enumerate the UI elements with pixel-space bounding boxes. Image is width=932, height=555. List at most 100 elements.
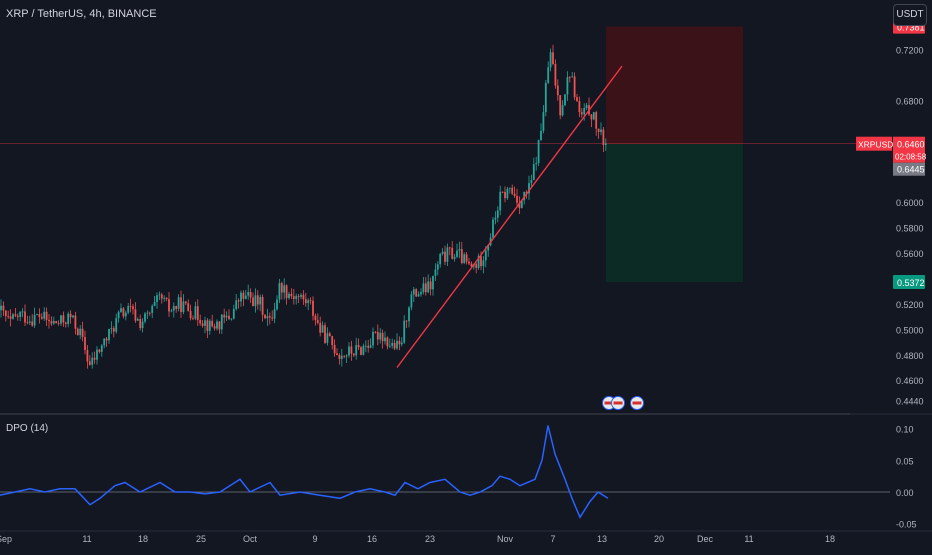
candle [31,314,34,327]
candle-body [132,306,134,310]
candle [468,257,470,266]
candle [559,95,562,120]
candle [398,336,401,351]
candle-body [208,320,211,331]
candle-body [74,315,77,329]
candle-body [444,251,446,262]
price-tick-label: 0.5800 [896,224,924,234]
price-tick-label: 0.6800 [896,96,924,106]
bid-price-tag-bg [893,162,925,176]
candle [14,307,17,318]
candle [180,290,182,318]
candle [175,305,178,313]
candle-body [566,77,569,95]
candle-body [372,331,374,346]
candle [172,302,175,318]
candle-body [602,129,605,146]
candle [74,311,77,335]
candle [136,317,139,321]
time-tick-label: 9 [312,534,317,544]
candle-body [19,311,22,317]
candle [319,316,322,337]
candle-body [141,321,144,328]
trendline [396,65,623,368]
candle-body [64,322,67,325]
candle-body [302,294,305,300]
candle-body [148,312,151,314]
candle-body [600,129,602,133]
time-tick-label: 25 [196,534,206,544]
candle [153,296,156,307]
candle [88,355,91,366]
countdown-text: 02:08:58 [895,153,927,162]
candle [52,316,55,325]
candle [580,108,583,118]
candle-body [206,320,209,331]
candle-body [57,323,60,324]
candle-body [67,313,70,325]
candle [240,290,242,307]
candle [350,340,353,361]
candle-body [384,337,386,342]
candle-body [513,193,516,196]
candle [511,184,514,196]
candle-body [506,188,509,199]
candle-body [230,318,233,320]
candle-body [86,350,89,362]
candle [55,320,58,324]
candle-body [552,52,554,65]
candle-body [204,320,206,326]
candle-body [220,314,223,330]
candle [43,307,46,322]
candle-body [590,114,593,120]
candle-body [379,332,382,340]
candle [590,113,593,128]
candle [355,337,358,360]
candle [57,320,60,326]
candle [36,313,38,316]
candle-body [223,314,226,318]
candle-body [580,112,583,115]
candle-body [31,321,34,326]
currency-button[interactable]: USDT [893,4,927,26]
event-flags [602,396,644,410]
dpo-tick-label: -0.05 [896,520,917,530]
candle [475,261,478,274]
candle [28,315,31,325]
candle [0,299,2,318]
candle [24,304,26,327]
candle-body [244,295,247,299]
candle [194,301,197,321]
candle [595,110,598,136]
candle-body [458,249,461,251]
candle-body [398,340,401,345]
time-tick-label: Nov [497,534,514,544]
candle-body [415,289,418,297]
candle-body [7,316,10,317]
candle-body [333,345,336,354]
candle-body [475,264,478,268]
candle-body [537,140,540,164]
candle [508,187,511,194]
candle [328,331,331,337]
candle-body [156,295,158,303]
candle [547,61,550,84]
dpo-indicator-title[interactable]: DPO (14) [6,423,49,434]
candle-body [295,296,298,299]
candle-body [525,192,528,194]
candle-body [81,328,84,338]
candle [412,286,415,302]
time-tick-label: 13 [597,534,607,544]
candle [345,354,348,364]
candle-body [429,281,432,290]
candle-body [105,338,108,341]
candle-body [201,323,204,326]
candle-body [554,64,557,86]
candle [120,303,122,313]
candle [26,315,29,325]
candle [465,252,468,265]
price-tick-label: 0.4440 [896,397,924,407]
candle-body [264,314,266,319]
candle-body [225,315,228,318]
candle [585,102,588,111]
